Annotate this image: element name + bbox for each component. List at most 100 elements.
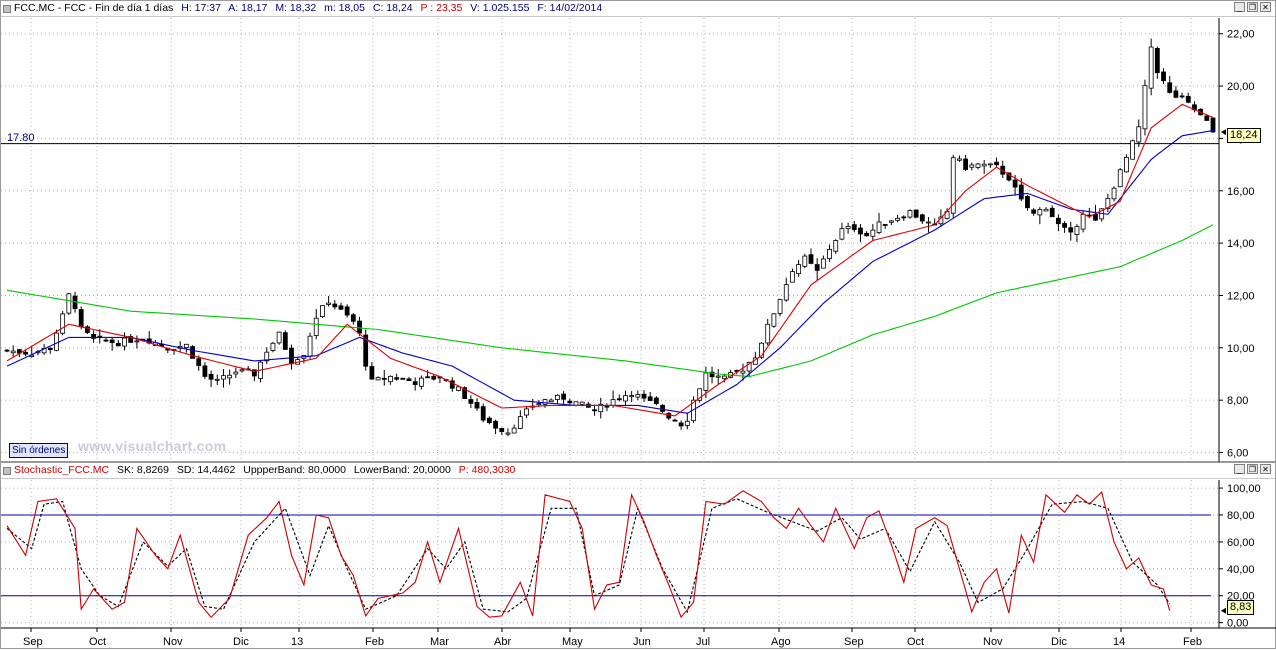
candle [1173, 86, 1179, 99]
date-label: F: 14/02/2014 [537, 2, 603, 14]
candle-body [400, 377, 406, 380]
candle [1130, 139, 1135, 160]
candle-body [895, 217, 900, 221]
candle-body [660, 404, 665, 412]
candle-body [350, 314, 356, 322]
candle [771, 313, 777, 328]
candle-body [499, 427, 505, 432]
candle [1049, 205, 1055, 218]
change-label: P : 23,35 [420, 2, 463, 14]
candle [1111, 186, 1117, 202]
price-chart[interactable]: 6,008,0010,0012,0014,0016,0018,0020,0022… [1, 1, 1276, 463]
candle [400, 377, 406, 380]
candle-body [233, 371, 239, 375]
stochastic-pane: 0,00 20,00 40,00 60,00 80,00 100,00 Sep Oct Nov D… [0, 462, 1276, 649]
orders-button[interactable]: Sin órdenes [9, 443, 69, 458]
candle-body [715, 375, 721, 378]
candle [276, 331, 282, 345]
candle-body [790, 271, 795, 283]
candle [1037, 207, 1043, 225]
candle [221, 369, 226, 388]
candle [895, 214, 900, 223]
candle [740, 363, 746, 381]
candle-body [555, 394, 560, 400]
close-icon[interactable]: ✕ [1260, 464, 1271, 474]
time-tick-label: Jul [696, 636, 710, 648]
candle [796, 259, 802, 277]
candle [598, 397, 604, 419]
candle-body [1185, 95, 1191, 103]
candle-body [468, 399, 474, 404]
candle [790, 268, 795, 283]
price-tick-label: 22,00 [1227, 29, 1255, 41]
pin-icon[interactable] [3, 5, 11, 13]
candle-body [567, 400, 573, 404]
time-tick-label: Feb [365, 636, 384, 648]
candle [1031, 208, 1037, 216]
candle-body [653, 397, 659, 404]
candle [585, 401, 591, 408]
restore-icon[interactable]: ❐ [1247, 464, 1258, 474]
candle [1154, 46, 1160, 79]
candle-body [1018, 184, 1024, 200]
stoch-tick-label: 20,00 [1227, 591, 1255, 603]
candle-body [740, 370, 746, 374]
candle-body [326, 302, 332, 305]
candle-body [10, 350, 16, 354]
candle-body [635, 394, 641, 398]
close-icon[interactable]: ✕ [1260, 2, 1271, 12]
brand-watermark: www.visualchart.com [78, 438, 227, 454]
candle [641, 389, 647, 403]
candle [412, 377, 418, 391]
candle [1068, 221, 1074, 241]
stoch-name-label: Stochastic_FCC.MC [14, 464, 110, 476]
candle-body [60, 313, 66, 334]
time-tick-label: Sep [23, 636, 43, 648]
candle-body [227, 374, 233, 379]
candle-body [456, 386, 461, 391]
pin-icon[interactable] [3, 467, 11, 475]
candle-body [357, 320, 362, 334]
candle [833, 239, 839, 254]
candle-body [54, 332, 59, 351]
candle-body [913, 209, 919, 218]
candle-body [994, 161, 999, 166]
stoch-upper-label: UppperBand: 80,0000 [243, 464, 346, 476]
candle [474, 398, 480, 411]
candle-body [1117, 169, 1123, 188]
candle [1161, 68, 1166, 84]
candle-body [1142, 85, 1148, 130]
candle-body [462, 387, 468, 399]
candle-body [47, 347, 53, 350]
candle-body [722, 375, 727, 380]
candle [233, 367, 239, 378]
candle-body [103, 339, 109, 342]
stochastic-chart[interactable]: 0,00 20,00 40,00 60,00 80,00 100,00 Sep Oct Nov D… [1, 463, 1276, 650]
candle-body [864, 232, 870, 237]
candle-body [1204, 115, 1210, 121]
candle-body [480, 406, 486, 421]
candle-body [870, 229, 876, 237]
candle-body [889, 220, 894, 223]
candle-body [511, 427, 517, 434]
price-info-text: FCC.MC - FCC - Fin de día 1 días H: 17:3… [14, 2, 607, 14]
minimize-icon[interactable]: _ [1234, 2, 1245, 12]
minimize-icon[interactable]: _ [1234, 464, 1245, 474]
candle [517, 410, 523, 430]
candle-body [270, 342, 276, 351]
candle-body [1154, 47, 1160, 74]
price-tick-label: 16,00 [1227, 186, 1255, 198]
candle [752, 351, 758, 365]
candle-body [548, 399, 554, 403]
candle-body [604, 405, 610, 408]
candle [320, 305, 325, 318]
price-window-buttons: _ ❐ ✕ [1234, 2, 1271, 12]
volume-label: V: 1.025.155 [470, 2, 530, 14]
candle [666, 412, 672, 421]
candle [994, 157, 999, 168]
restore-icon[interactable]: ❐ [1247, 2, 1258, 12]
candle [555, 394, 560, 405]
candle [493, 419, 498, 435]
candle-body [771, 313, 777, 327]
candle-body [388, 375, 393, 383]
